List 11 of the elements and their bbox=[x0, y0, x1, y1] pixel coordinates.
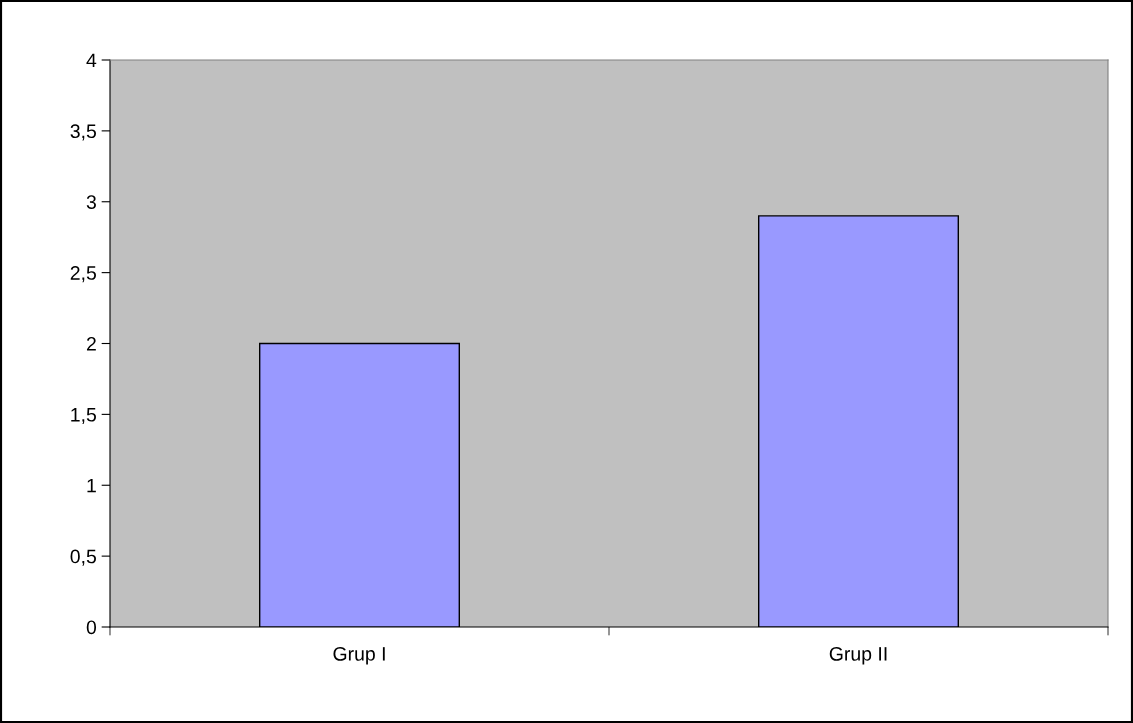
y-tick-label: 1 bbox=[87, 478, 96, 493]
y-tick-label: 3 bbox=[86, 195, 96, 209]
y-tick-label: 0,5 bbox=[70, 549, 96, 566]
y-tick-label: 4 bbox=[86, 53, 97, 68]
x-tick-label: Grup II bbox=[829, 646, 887, 665]
y-tick-label: 2 bbox=[86, 336, 96, 351]
y-tick-label: 1,5 bbox=[71, 408, 96, 424]
y-tick-label: 2,5 bbox=[70, 266, 96, 283]
x-tick-label: Grup I bbox=[333, 646, 385, 665]
y-tick-label: 0 bbox=[86, 620, 97, 635]
y-tick-label: 3,5 bbox=[70, 124, 96, 141]
